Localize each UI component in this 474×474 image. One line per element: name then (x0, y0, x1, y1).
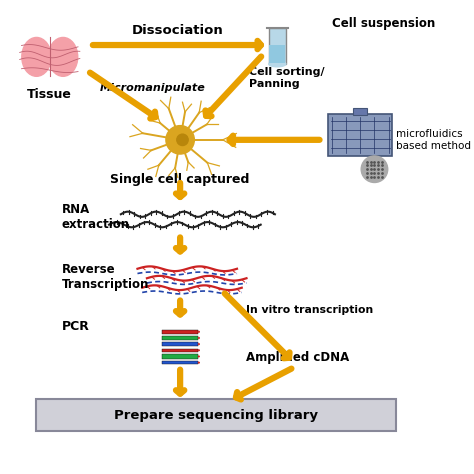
Text: Cell sorting/
Panning: Cell sorting/ Panning (249, 67, 325, 89)
Text: Cell suspension: Cell suspension (332, 17, 435, 30)
FancyBboxPatch shape (353, 108, 367, 115)
FancyBboxPatch shape (162, 355, 198, 358)
FancyBboxPatch shape (162, 349, 198, 352)
Ellipse shape (269, 61, 286, 67)
Text: Amplified cDNA: Amplified cDNA (246, 351, 350, 365)
Polygon shape (269, 28, 286, 64)
Text: Reverse
Transcription: Reverse Transcription (62, 263, 149, 292)
Ellipse shape (22, 37, 51, 76)
Text: microfluidics
based method: microfluidics based method (396, 129, 471, 151)
Text: Dissociation: Dissociation (132, 24, 224, 37)
FancyBboxPatch shape (162, 342, 198, 346)
Text: Tissue: Tissue (27, 88, 72, 100)
FancyBboxPatch shape (162, 330, 198, 334)
Text: Prepare sequencing library: Prepare sequencing library (114, 409, 318, 422)
Text: Micromanipulate: Micromanipulate (100, 82, 205, 93)
FancyBboxPatch shape (36, 399, 396, 431)
Text: PCR: PCR (62, 319, 90, 333)
Circle shape (177, 134, 188, 146)
Text: RNA
extraction: RNA extraction (62, 203, 130, 231)
Circle shape (166, 126, 194, 154)
FancyBboxPatch shape (162, 361, 198, 364)
Polygon shape (269, 45, 285, 63)
Circle shape (361, 156, 388, 182)
FancyBboxPatch shape (162, 337, 198, 339)
Text: In vitro transcription: In vitro transcription (246, 305, 374, 316)
Text: Single cell captured: Single cell captured (110, 173, 250, 186)
Ellipse shape (48, 37, 78, 76)
FancyBboxPatch shape (328, 114, 392, 156)
